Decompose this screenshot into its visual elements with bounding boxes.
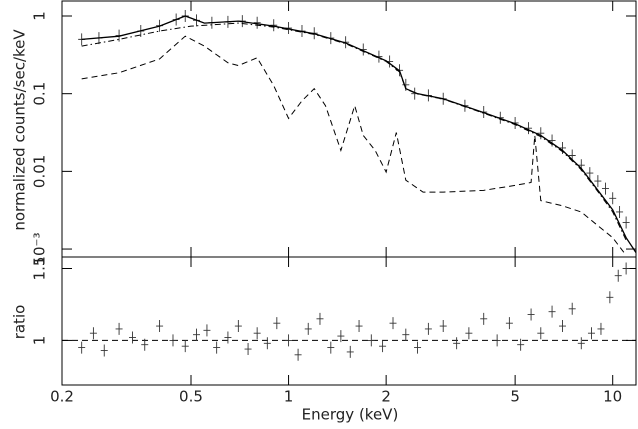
data-point <box>253 16 261 29</box>
data-point <box>224 331 232 344</box>
data-point <box>587 327 595 340</box>
data-point <box>558 320 566 333</box>
data-point <box>78 341 86 354</box>
x-axis-label: Energy (keV) <box>302 406 399 424</box>
data-point <box>609 192 617 205</box>
data-point <box>480 312 488 325</box>
data-point <box>577 337 585 350</box>
data-point <box>141 338 149 351</box>
data-point <box>327 341 335 354</box>
data-point <box>316 312 324 325</box>
data-point <box>453 337 461 350</box>
x-tick-label: 0.5 <box>179 388 203 406</box>
data-point <box>439 320 447 333</box>
data-point <box>193 328 201 341</box>
data-point <box>294 348 302 361</box>
data-point <box>601 182 609 195</box>
data-point <box>597 322 605 335</box>
data-point <box>156 320 164 333</box>
plot-frame <box>61 0 637 258</box>
data-point <box>100 344 108 357</box>
data-point <box>234 320 242 333</box>
data-point <box>586 167 594 180</box>
data-point <box>169 334 177 347</box>
y-tick-label: 0.1 <box>30 82 48 106</box>
x-tick-label: 0.2 <box>50 388 74 406</box>
x-tick-label: 1 <box>284 388 294 406</box>
data-point <box>203 324 211 337</box>
data-point <box>337 330 345 343</box>
data-point <box>181 340 189 353</box>
data-point <box>128 331 136 344</box>
data-point <box>89 327 97 340</box>
data-point <box>537 327 545 340</box>
model-line <box>81 35 627 256</box>
y-tick-label: 1 <box>31 11 49 21</box>
y-axis-label: normalized counts/sec/keV <box>11 29 29 231</box>
data-point <box>253 327 261 340</box>
model-line <box>81 22 627 241</box>
y-tick-label: 1.5 <box>31 257 49 281</box>
y-tick-label: 0.01 <box>31 155 49 188</box>
data-point <box>244 343 252 356</box>
data-point <box>414 341 422 354</box>
y-tick-label: 1 <box>31 336 49 346</box>
data-point <box>568 302 576 315</box>
data-point <box>606 291 614 304</box>
data-point <box>355 320 363 333</box>
x-tick-label: 10 <box>603 388 622 406</box>
data-point <box>263 337 271 350</box>
data-point <box>285 334 293 347</box>
data-point <box>493 334 501 347</box>
y-axis-label: ratio <box>11 305 29 340</box>
data-point <box>367 334 375 347</box>
data-point <box>517 338 525 351</box>
data-point <box>527 308 535 321</box>
data-point <box>548 305 556 318</box>
data-point <box>465 327 473 340</box>
data-point <box>614 269 622 282</box>
data-point <box>213 341 221 354</box>
data-point <box>346 345 354 358</box>
data-point <box>622 262 630 275</box>
data-point <box>505 317 513 330</box>
data-point <box>389 317 397 330</box>
x-tick-label: 2 <box>381 388 391 406</box>
data-point <box>379 340 387 353</box>
data-point <box>304 322 312 335</box>
data-point <box>622 216 630 229</box>
plot-frame <box>61 256 637 386</box>
data-point <box>402 328 410 341</box>
data-point <box>115 322 123 335</box>
data-point <box>594 175 602 188</box>
data-point <box>616 205 624 218</box>
data-point <box>273 317 281 330</box>
model-line <box>81 15 637 253</box>
data-point <box>424 322 432 335</box>
y-tick-label: 10⁻³ <box>31 233 49 266</box>
x-tick-label: 5 <box>510 388 520 406</box>
